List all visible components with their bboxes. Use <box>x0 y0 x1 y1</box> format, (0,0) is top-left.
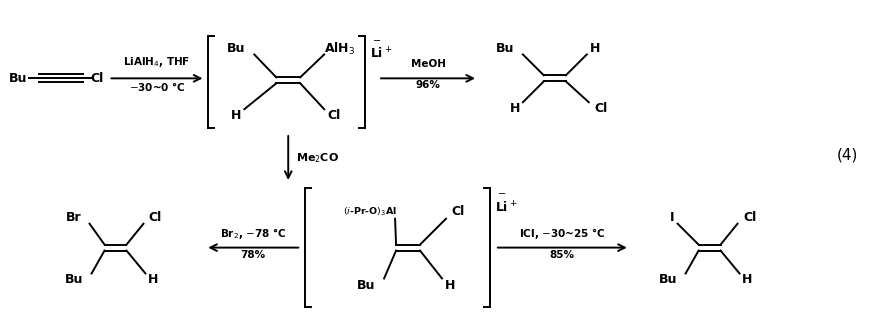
Text: Bu: Bu <box>227 42 245 55</box>
Text: 85%: 85% <box>550 249 575 260</box>
Text: Me$_2$CO: Me$_2$CO <box>296 151 339 165</box>
Text: Bu: Bu <box>65 273 83 286</box>
Text: Cl: Cl <box>327 109 341 122</box>
Text: MeOH: MeOH <box>411 60 445 69</box>
Text: Bu: Bu <box>496 42 514 55</box>
Text: (4): (4) <box>836 147 858 163</box>
Text: Cl: Cl <box>743 211 756 224</box>
Text: $-$30~0 °C: $-$30~0 °C <box>128 80 185 93</box>
Text: Cl: Cl <box>594 102 607 115</box>
Text: Bu: Bu <box>658 273 677 286</box>
Text: Bu: Bu <box>9 72 27 85</box>
Text: 96%: 96% <box>416 80 441 90</box>
Text: H: H <box>231 109 242 122</box>
Text: H: H <box>510 102 520 115</box>
Text: Br$_2$, $-$78 °C: Br$_2$, $-$78 °C <box>220 226 287 241</box>
Text: Cl: Cl <box>451 205 465 218</box>
Text: $^-$: $^-$ <box>370 37 381 52</box>
Text: H: H <box>743 273 753 286</box>
Text: Cl: Cl <box>149 211 162 224</box>
Text: $(i$-Pr-O$)_3$Al: $(i$-Pr-O$)_3$Al <box>343 205 397 218</box>
Text: I: I <box>669 211 673 224</box>
Text: H: H <box>149 273 158 286</box>
Text: AlH$_3$: AlH$_3$ <box>325 40 356 56</box>
Text: Li$^+$: Li$^+$ <box>495 200 518 215</box>
Text: ICl, $-$30~25 °C: ICl, $-$30~25 °C <box>519 226 605 241</box>
Text: Li$^+$: Li$^+$ <box>370 46 393 61</box>
Text: Bu: Bu <box>357 279 375 292</box>
Text: 78%: 78% <box>241 249 266 260</box>
Text: Br: Br <box>65 211 81 224</box>
Text: LiAlH$_4$, THF: LiAlH$_4$, THF <box>123 55 190 69</box>
Text: $^-$: $^-$ <box>495 190 506 204</box>
Text: Cl: Cl <box>90 72 104 85</box>
Text: H: H <box>445 279 455 292</box>
Text: H: H <box>589 42 600 55</box>
